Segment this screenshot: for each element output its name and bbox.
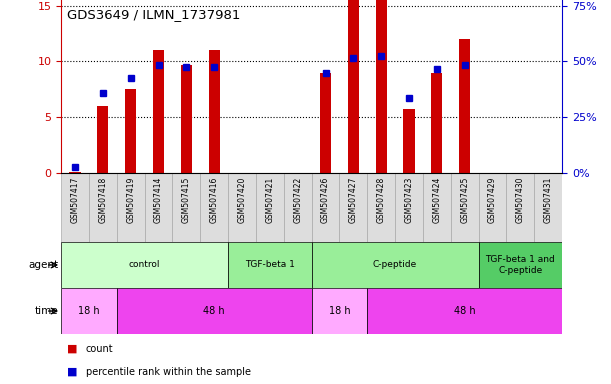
FancyBboxPatch shape [312,288,367,334]
FancyBboxPatch shape [61,242,228,288]
FancyBboxPatch shape [172,173,200,242]
Bar [97,106,108,173]
FancyBboxPatch shape [284,173,312,242]
Text: GSM507430: GSM507430 [516,176,525,223]
FancyBboxPatch shape [367,288,562,334]
Bar [208,50,220,173]
Text: GSM507431: GSM507431 [544,176,553,223]
Text: GDS3649 / ILMN_1737981: GDS3649 / ILMN_1737981 [67,8,241,21]
FancyBboxPatch shape [89,173,117,242]
Text: 48 h: 48 h [203,306,225,316]
FancyBboxPatch shape [145,173,172,242]
Bar [153,50,164,173]
FancyBboxPatch shape [340,173,367,242]
FancyBboxPatch shape [312,173,340,242]
FancyBboxPatch shape [395,173,423,242]
FancyBboxPatch shape [256,173,284,242]
Text: GSM507415: GSM507415 [182,176,191,223]
Text: time: time [34,306,58,316]
Text: GSM507422: GSM507422 [293,176,302,222]
Text: GSM507426: GSM507426 [321,176,330,223]
Text: ■: ■ [67,366,78,377]
Bar [376,0,387,173]
FancyBboxPatch shape [117,288,312,334]
FancyBboxPatch shape [423,173,451,242]
FancyBboxPatch shape [61,288,117,334]
FancyBboxPatch shape [200,173,228,242]
Text: GSM507425: GSM507425 [460,176,469,223]
Text: agent: agent [28,260,58,270]
Text: GSM507423: GSM507423 [404,176,414,223]
FancyBboxPatch shape [367,173,395,242]
FancyBboxPatch shape [478,242,562,288]
Text: GSM507424: GSM507424 [433,176,441,223]
Text: GSM507429: GSM507429 [488,176,497,223]
Text: control: control [129,260,160,270]
FancyBboxPatch shape [478,173,507,242]
Text: GSM507420: GSM507420 [238,176,246,223]
Text: 18 h: 18 h [329,306,350,316]
Text: GSM507414: GSM507414 [154,176,163,223]
Text: GSM507418: GSM507418 [98,176,108,222]
FancyBboxPatch shape [117,173,145,242]
FancyBboxPatch shape [61,173,89,242]
Bar [181,65,192,173]
Bar [459,39,470,173]
Text: GSM507421: GSM507421 [265,176,274,222]
Bar [348,0,359,173]
FancyBboxPatch shape [534,173,562,242]
Text: TGF-beta 1: TGF-beta 1 [245,260,295,270]
FancyBboxPatch shape [312,242,478,288]
Text: GSM507428: GSM507428 [377,176,386,222]
Text: C-peptide: C-peptide [373,260,417,270]
Text: GSM507419: GSM507419 [126,176,135,223]
Text: 48 h: 48 h [454,306,475,316]
Bar [320,73,331,173]
Text: ■: ■ [67,344,78,354]
Text: GSM507416: GSM507416 [210,176,219,223]
FancyBboxPatch shape [228,173,256,242]
FancyBboxPatch shape [507,173,534,242]
Text: 18 h: 18 h [78,306,100,316]
Text: percentile rank within the sample: percentile rank within the sample [86,366,251,377]
Text: GSM507427: GSM507427 [349,176,358,223]
Bar [403,109,415,173]
Text: GSM507417: GSM507417 [70,176,79,223]
Bar [70,172,81,173]
FancyBboxPatch shape [228,242,312,288]
Text: count: count [86,344,113,354]
Bar [125,89,136,173]
Bar [431,73,442,173]
Text: TGF-beta 1 and
C-peptide: TGF-beta 1 and C-peptide [486,255,555,275]
FancyBboxPatch shape [451,173,478,242]
